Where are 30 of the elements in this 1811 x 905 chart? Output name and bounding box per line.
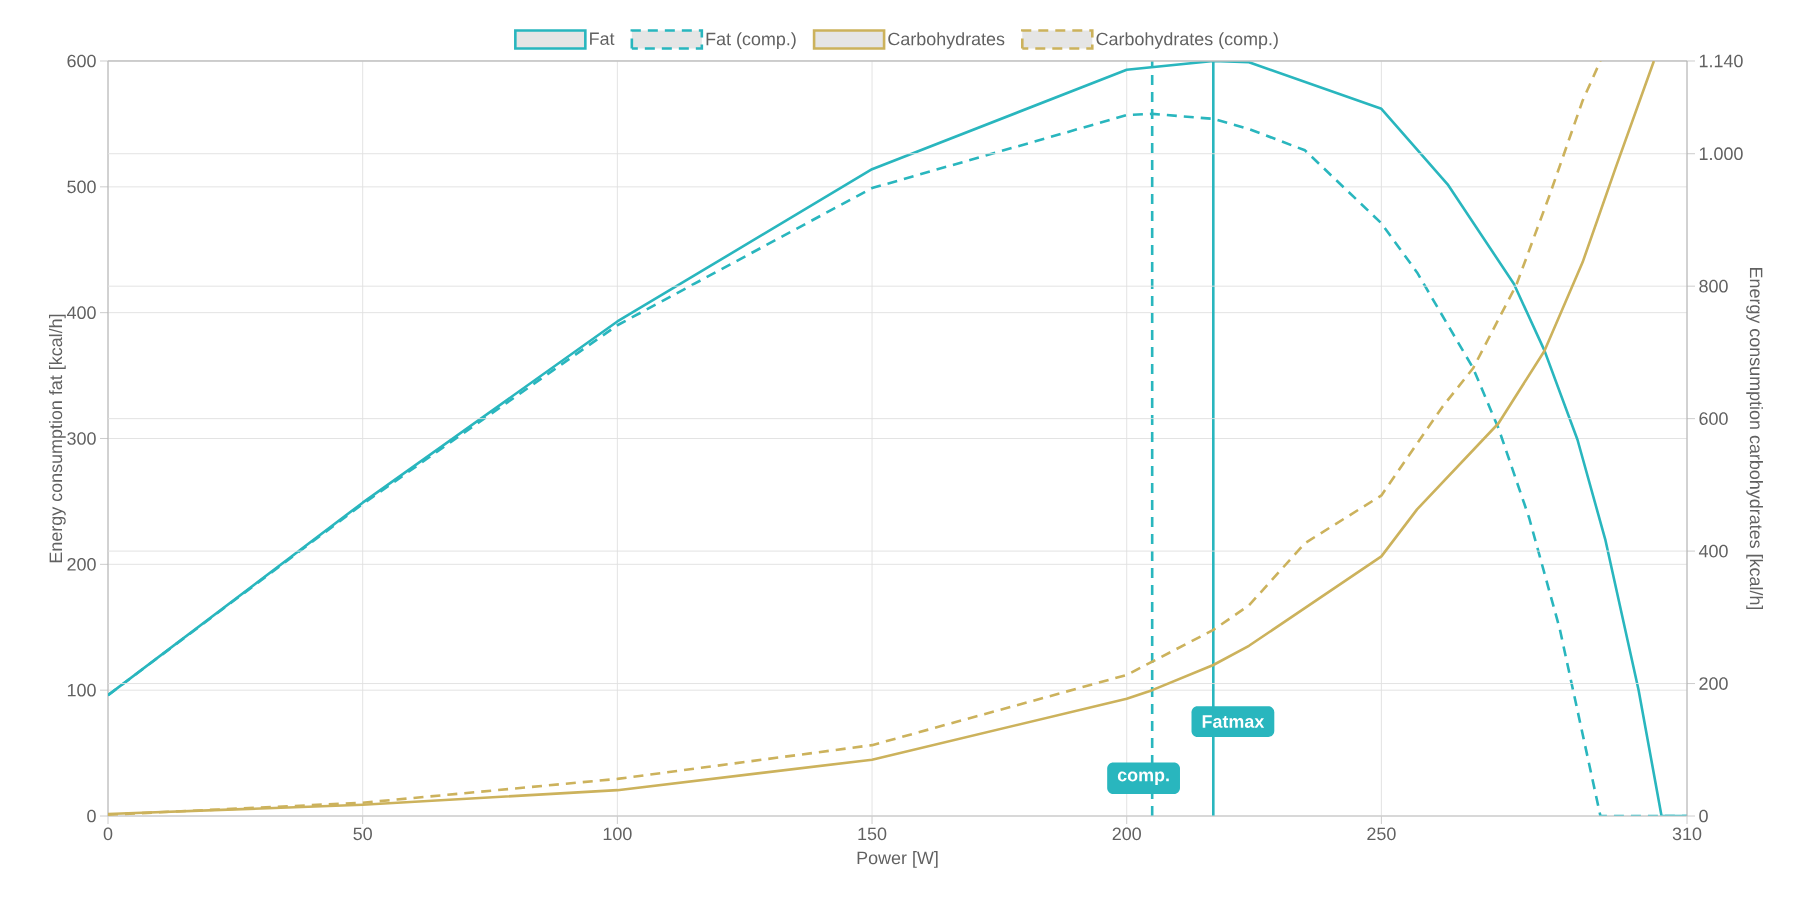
x-tick-label: 0 bbox=[103, 827, 113, 841]
y-tick-label: 100 bbox=[67, 683, 96, 697]
x-tick-label: 150 bbox=[858, 827, 887, 841]
legend-label: Carbohydrates bbox=[888, 32, 1005, 49]
y2-tick-label: 1.140 bbox=[1699, 54, 1743, 68]
y2-tick-label: 400 bbox=[1698, 544, 1728, 558]
y2-tick-label: 200 bbox=[1699, 677, 1728, 690]
y-tick-label: 300 bbox=[67, 432, 96, 445]
y-tick-label: 600 bbox=[67, 54, 96, 68]
y2-tick-label: 0 bbox=[1699, 809, 1708, 823]
x-axis-title: Power [W] bbox=[857, 851, 938, 868]
y2-axis-title: Energy consumption carbohydrates [kcal/h] bbox=[1746, 268, 1763, 610]
y-axis-title: Energy consumption fat [kcal/h] bbox=[49, 314, 66, 563]
y2-tick-label: 1.000 bbox=[1699, 147, 1743, 161]
x-tick-label: 100 bbox=[603, 827, 632, 841]
legend-label: Fat bbox=[590, 32, 615, 46]
y2-tick-label: 600 bbox=[1699, 412, 1728, 425]
legend-label: Carbohydrates (comp.) bbox=[1096, 32, 1278, 49]
legend-label: Fat (comp.) bbox=[706, 32, 796, 49]
y-tick-label: 500 bbox=[67, 180, 96, 194]
x-tick-label: 310 bbox=[1672, 827, 1702, 841]
x-tick-label: 250 bbox=[1367, 827, 1396, 841]
y-tick-label: 400 bbox=[66, 306, 96, 320]
x-tick-label: 50 bbox=[353, 827, 372, 841]
y-tick-label: 0 bbox=[87, 809, 96, 823]
ref-line-label: Fatmax bbox=[1202, 715, 1265, 728]
ref-line-label: comp. bbox=[1117, 771, 1169, 785]
y-tick-label: 200 bbox=[67, 557, 96, 571]
y2-tick-label: 800 bbox=[1699, 279, 1728, 293]
x-tick-label: 200 bbox=[1112, 827, 1141, 841]
